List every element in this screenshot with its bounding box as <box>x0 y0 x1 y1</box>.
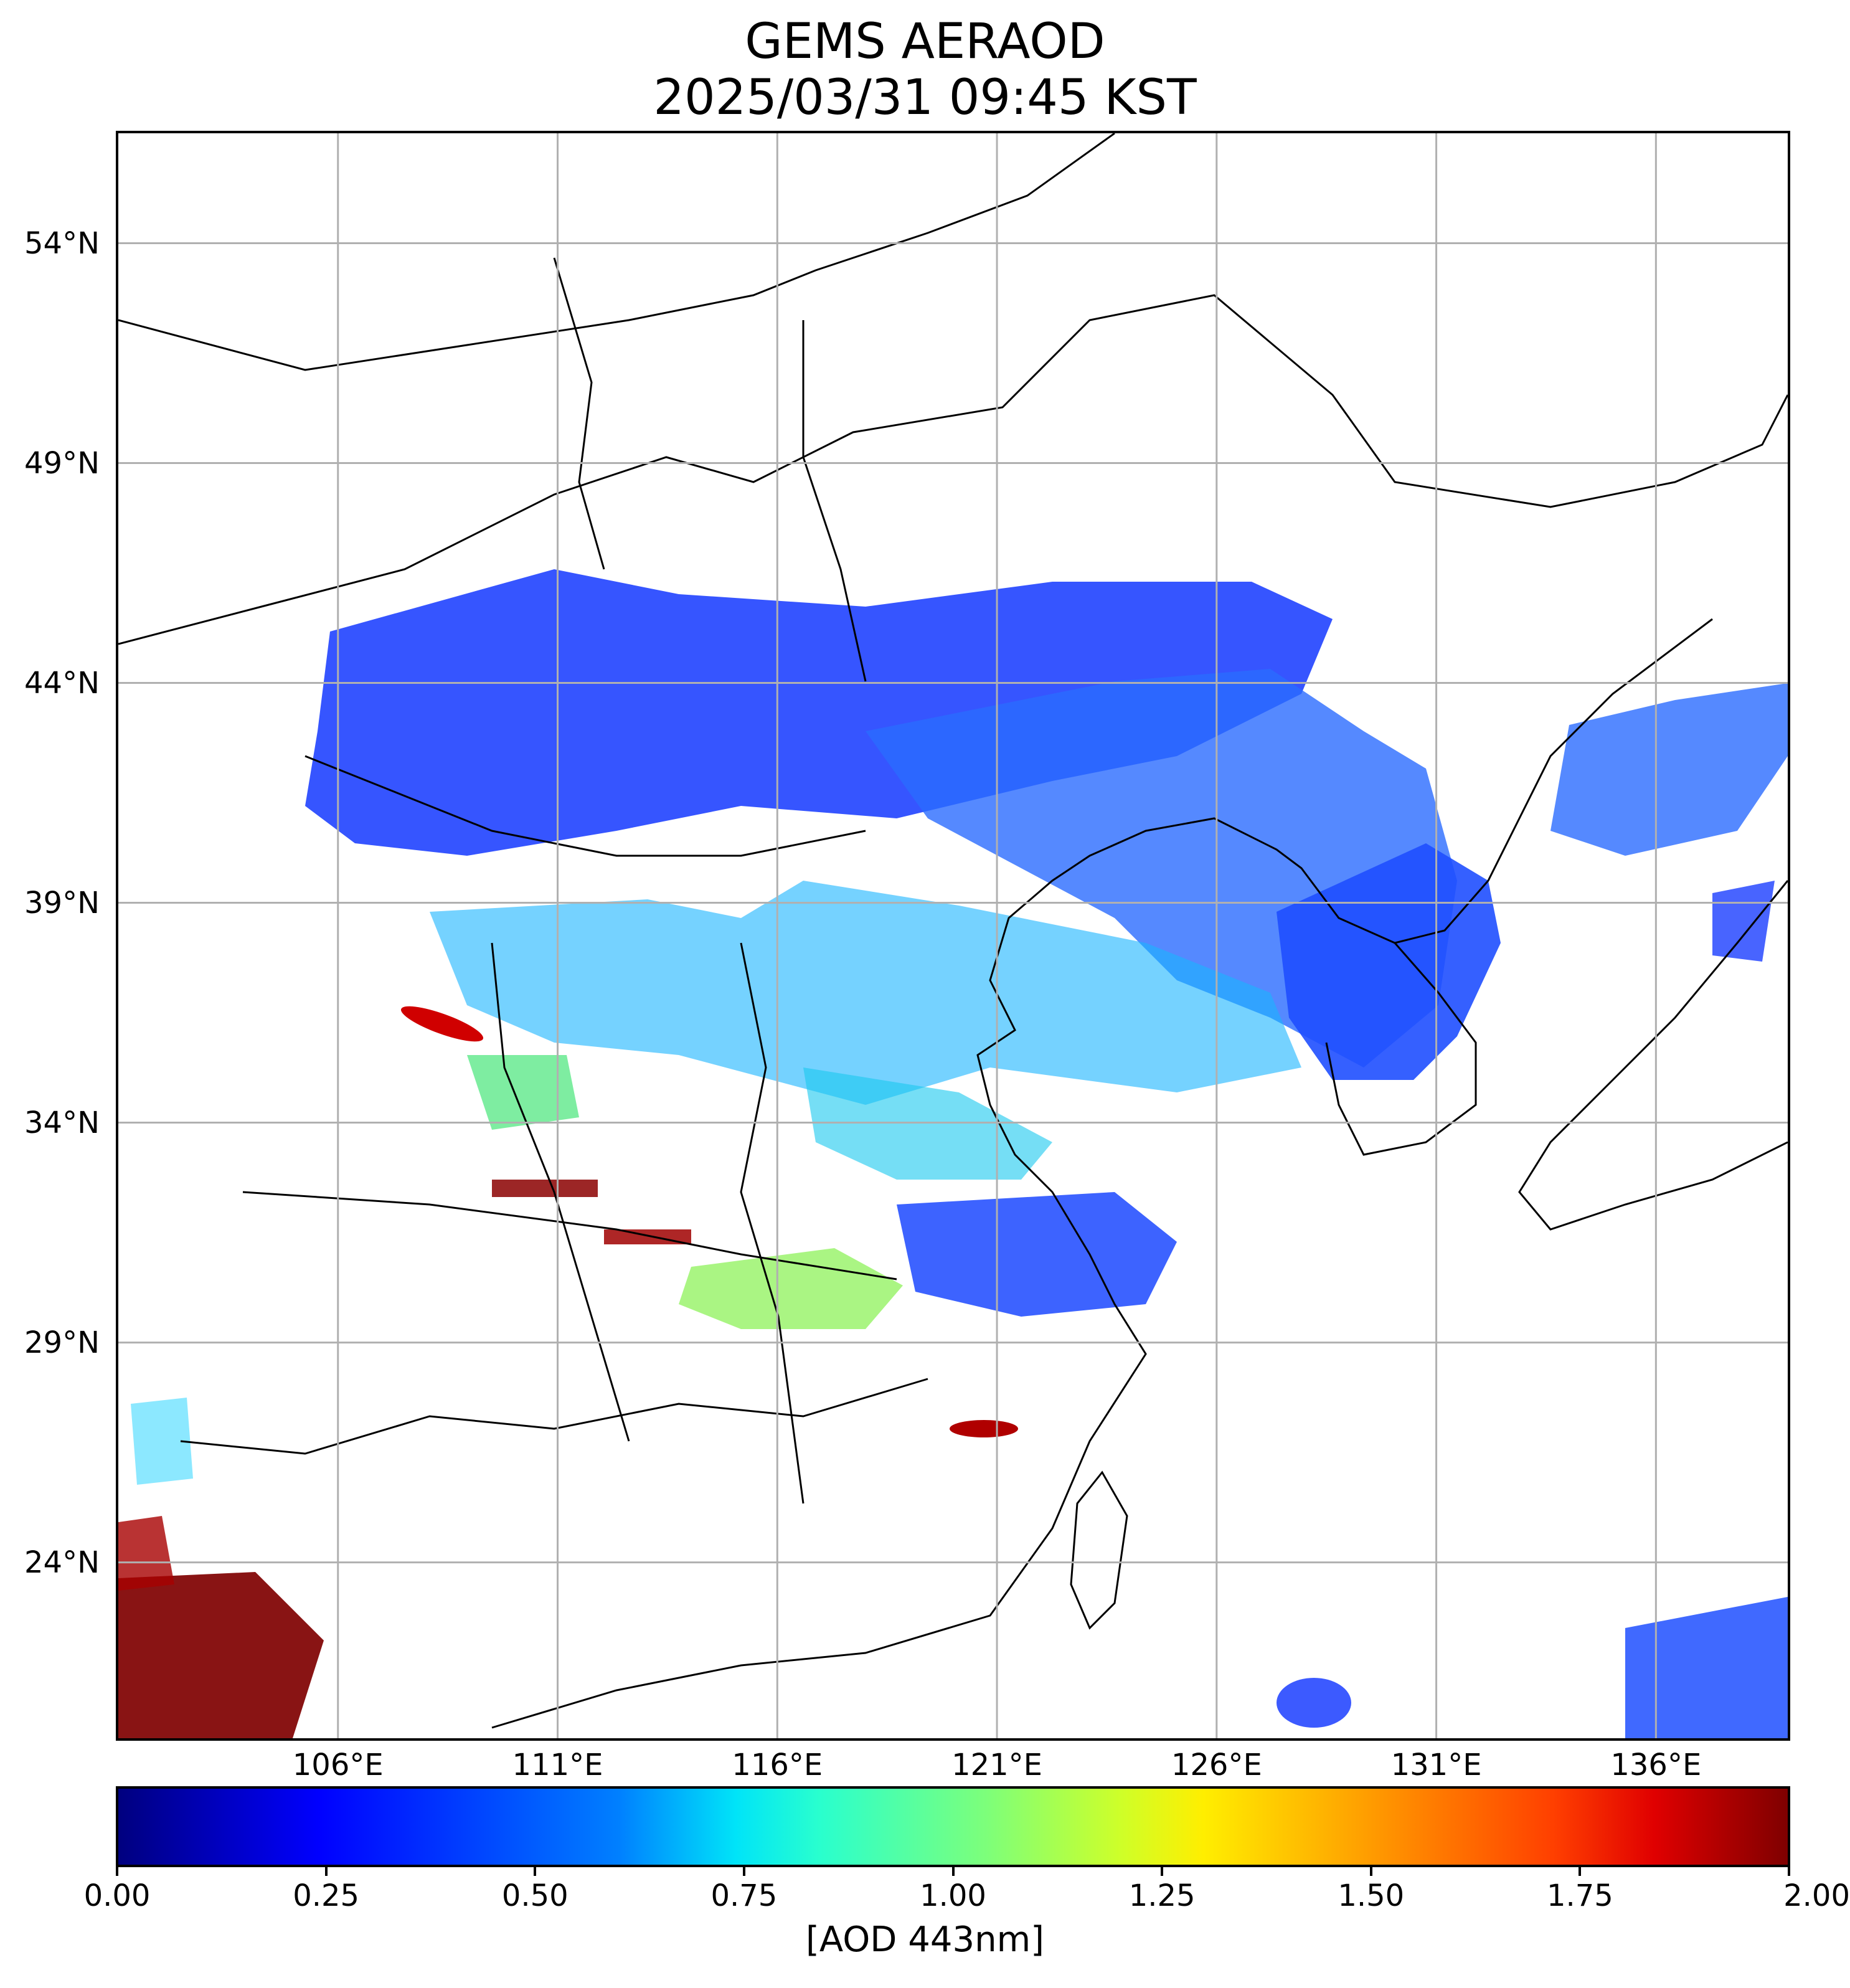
lat-tick-label: 24°N <box>24 1545 100 1580</box>
colorbar-tick-label: 1.75 <box>1546 1878 1613 1913</box>
aod-map <box>116 131 1790 1741</box>
colorbar-tick-mark <box>534 1867 537 1876</box>
map-timestamp: 2025/03/31 09:45 KST <box>653 70 1197 126</box>
colorbar-tick-label: 0.00 <box>83 1878 151 1913</box>
aod-map-canvas <box>118 133 1788 1738</box>
colorbar-tick-mark <box>116 1867 118 1876</box>
lon-tick-label: 126°E <box>1171 1748 1262 1782</box>
lat-tick-label: 54°N <box>24 225 100 261</box>
lon-tick-label: 116°E <box>732 1748 823 1782</box>
colorbar-tick-label: 0.25 <box>293 1878 360 1913</box>
aod-field <box>118 569 1788 1738</box>
map-title: GEMS AERAOD <box>745 14 1105 70</box>
colorbar-tick-mark <box>1161 1867 1164 1876</box>
colorbar-tick-mark <box>1579 1867 1582 1876</box>
graticule <box>118 133 1788 1738</box>
colorbar-tick-mark <box>742 1867 745 1876</box>
colorbar-tick-label: 2.00 <box>1783 1878 1850 1913</box>
lon-tick-label: 106°E <box>292 1748 384 1782</box>
colorbar-tick-mark <box>951 1867 955 1876</box>
colorbar-tick-label: 1.00 <box>920 1878 986 1913</box>
lon-tick-label: 111°E <box>512 1748 603 1782</box>
colorbar-tick-label: 0.50 <box>501 1878 569 1913</box>
lon-tick-label: 131°E <box>1390 1748 1482 1782</box>
colorbar <box>116 1786 1790 1867</box>
lat-tick-label: 49°N <box>24 445 100 481</box>
lat-tick-label: 39°N <box>24 885 100 921</box>
lon-tick-label: 121°E <box>951 1748 1043 1782</box>
lon-tick-label: 136°E <box>1610 1748 1702 1782</box>
colorbar-tick-mark <box>1788 1867 1790 1876</box>
lat-tick-label: 44°N <box>24 665 100 701</box>
colorbar-tick-label: 1.50 <box>1338 1878 1405 1913</box>
boundaries <box>118 133 1788 1729</box>
colorbar-label: [AOD 443nm] <box>806 1919 1044 1960</box>
colorbar-tick-label: 1.25 <box>1128 1878 1196 1913</box>
colorbar-tick-mark <box>324 1867 328 1876</box>
colorbar-tick-label: 0.75 <box>710 1878 778 1913</box>
lat-tick-label: 29°N <box>24 1325 100 1360</box>
lat-tick-label: 34°N <box>24 1105 100 1140</box>
colorbar-tick-mark <box>1369 1867 1372 1876</box>
